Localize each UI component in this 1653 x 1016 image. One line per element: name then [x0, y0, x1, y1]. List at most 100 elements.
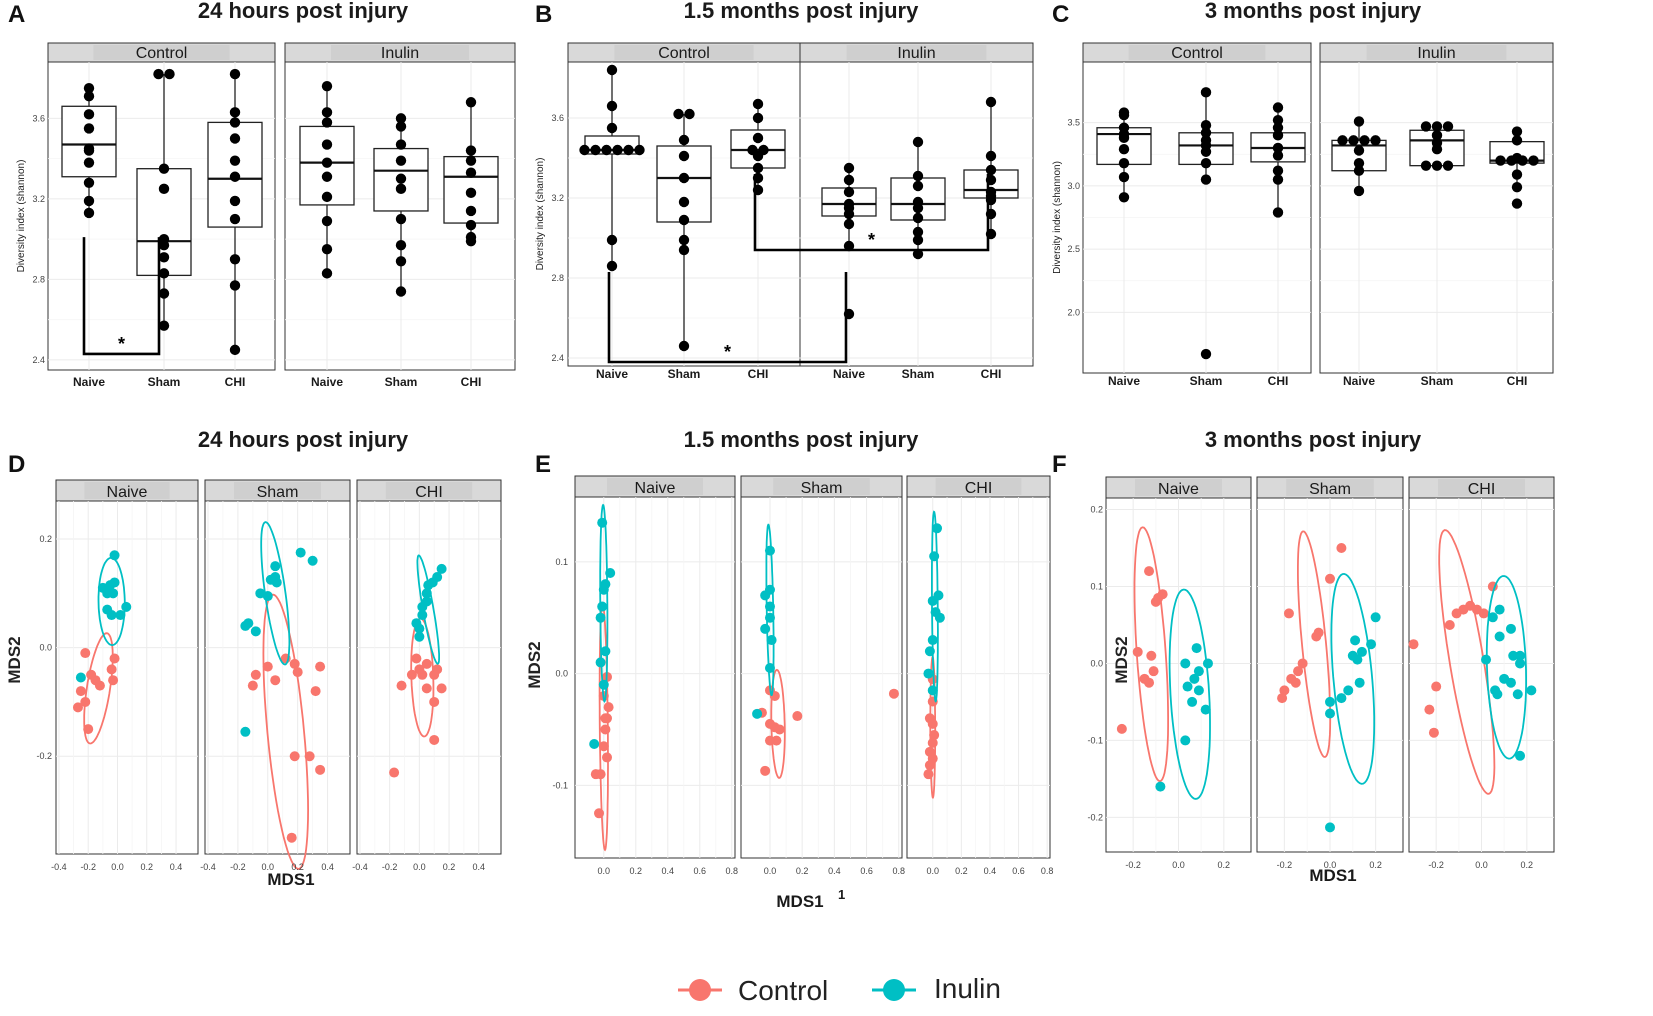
chart-a-facet-control-sham-point	[158, 288, 170, 299]
chart-d-facet-chi-panel	[356, 500, 502, 855]
chart-a-facet-inulin-strip-label: Inulin	[381, 45, 419, 62]
chart-e-xlabel: MDS1	[776, 892, 823, 911]
chart-e-facet-chi-inulin-point	[927, 595, 938, 606]
chart-c-ytick-label: 3.0	[1067, 181, 1080, 191]
chart-d-facet-sham-xtick-label: 0.0	[262, 862, 275, 872]
chart-a-ylabel: Diversity index (shannon)	[16, 160, 27, 273]
chart-b-facet-control-chi-point	[752, 98, 764, 110]
chart-c-facet-inulin-naive-point	[1348, 135, 1359, 146]
chart-a-facet-control-naive-point	[83, 145, 95, 156]
chart-b-facet-control-sham-point	[678, 196, 690, 208]
chart-d-facet-sham-control-point	[292, 667, 303, 678]
chart-e-facet-naive-xtick-label: 0.8	[726, 866, 739, 876]
chart-b-ylabel: Diversity index (shannon)	[535, 158, 546, 271]
chart-f-facet-naive-strip-shade	[1135, 479, 1222, 496]
chart-b-facet-control-naive-point	[601, 144, 612, 156]
chart-f-facet-sham-inulin-point	[1336, 693, 1347, 704]
chart-a-ytick-label: 3.6	[32, 113, 45, 123]
chart-d-facet-chi-inulin-point	[421, 588, 432, 599]
chart-e-facet-chi-inulin-point	[923, 668, 934, 679]
chart-a-facet-inulin-sham-point	[395, 155, 407, 166]
chart-f-facet-naive-inulin-point	[1193, 685, 1204, 696]
chart-b-ytick-label: 3.2	[551, 193, 564, 203]
chart-c-facet-control-naive-point	[1118, 144, 1130, 155]
chart-c-facet-inulin-naive-point	[1353, 145, 1365, 156]
chart-e-facet-naive-control-point	[602, 752, 612, 763]
chart-c-facet-inulin-sham-point	[1431, 160, 1443, 171]
chart-d-letter: D	[8, 451, 25, 478]
chart-d-facet-sham-xtick-label: 0.4	[321, 862, 334, 872]
chart-f-facet-naive-inulin-point	[1189, 673, 1200, 684]
chart-a-facet-inulin-sham-point	[395, 139, 407, 150]
chart-d-facet-naive-inulin-point	[106, 610, 117, 621]
chart-f-facet-naive-inulin-point	[1182, 681, 1193, 692]
chart-f-facet-chi-xtick-label: 0.0	[1475, 860, 1488, 870]
chart-f-facet-chi-inulin-point	[1494, 604, 1505, 615]
chart-d-ylabel: MDS2	[5, 636, 24, 683]
chart-f-facet-sham-inulin-point	[1343, 685, 1354, 696]
chart-b-facet-control-chi-category-label: CHI	[748, 367, 769, 381]
chart-b-facet-control-sham-point	[678, 234, 690, 246]
chart-a-facet-inulin-chi-category-label: CHI	[461, 375, 482, 389]
chart-f-xlabel: MDS1	[1309, 866, 1356, 885]
chart-a-facet-inulin-naive-point	[321, 244, 333, 255]
chart-d-xlabel: MDS1	[267, 870, 314, 889]
chart-f-facet-naive-control-point	[1148, 666, 1159, 677]
chart-f-facet-chi-control-point	[1431, 681, 1442, 692]
chart-f-facet-sham-inulin-point	[1325, 822, 1335, 833]
chart-b-facet-inulin-naive-point	[843, 240, 855, 252]
chart-d-facet-naive-control-point	[108, 675, 119, 686]
chart-e-facet-sham-inulin-point	[760, 590, 771, 601]
chart-c-facet-control-strip-label: Control	[1171, 45, 1223, 62]
chart-a-facet-inulin-sham-point	[395, 239, 407, 251]
chart-f-facet-sham-control-point	[1283, 608, 1294, 619]
chart-b-facet-inulin-chi-point	[985, 96, 997, 108]
chart-d-facet-sham-strip-shade	[234, 482, 321, 499]
chart-d-facet-naive-inulin-point	[109, 550, 120, 561]
chart-f-facet-chi-control-point	[1424, 704, 1435, 715]
chart-d-facet-sham-control-point	[250, 669, 261, 680]
chart-c-facet-inulin-sham-point	[1442, 121, 1454, 132]
chart-a-facet-control-naive-point	[83, 157, 95, 168]
chart-e-ytick-label: 0.0	[555, 669, 568, 679]
chart-a-facet-inulin-naive-point	[321, 191, 333, 203]
chart-d-facet-chi-strip-shade	[385, 482, 473, 499]
chart-a-facet-control-chi-point	[229, 344, 241, 356]
chart-e-facet-chi-strip-shade	[935, 478, 1022, 495]
chart-a-facet-inulin-naive-point	[321, 139, 333, 150]
chart-f-facet-sham-inulin-point	[1366, 639, 1377, 650]
chart-e-facet-naive-strip-label: Naive	[635, 480, 676, 497]
chart-f-ytick-label: -0.1	[1087, 735, 1103, 745]
chart-f-ytick-label: 0.2	[1090, 505, 1103, 515]
chart-d-facet-naive-inulin-point	[115, 610, 126, 621]
chart-a-facet-control-naive-point	[83, 207, 95, 219]
chart-f-ylabel: MDS2	[1112, 636, 1131, 683]
chart-b-facet-inulin-sham-point	[912, 170, 924, 182]
chart-e-facet-chi-inulin-point	[927, 685, 938, 696]
chart-b-facet-inulin-sham-point	[912, 234, 924, 246]
chart-a-facet-control-sham-point	[158, 163, 170, 174]
chart-e-facet-chi-inulin-point	[924, 646, 935, 657]
chart-b-facet-inulin-sham-point	[912, 248, 924, 260]
chart-f-letter: F	[1052, 451, 1067, 478]
chart-e-facet-chi-xtick-label: 0.4	[984, 866, 997, 876]
chart-e-facet-chi-strip-label: CHI	[965, 480, 993, 497]
chart-c-facet-inulin-sham-point	[1431, 144, 1443, 155]
chart-d-facet-sham-control-point	[262, 661, 273, 672]
chart-a-facet-control-chi-point	[229, 133, 241, 144]
chart-c-facet-inulin-sham-point	[1442, 160, 1454, 171]
chart-a-facet-control-naive-point	[83, 82, 95, 94]
chart-e-facet-sham-strip-shade	[773, 478, 870, 495]
chart-f-facet-sham-control-point	[1311, 631, 1322, 642]
chart-c-facet-inulin-sham-point	[1420, 160, 1432, 171]
chart-c-facet-control-strip-shade	[1128, 45, 1266, 60]
chart-e-facet-chi-xtick-label: 0.0	[926, 866, 939, 876]
chart-a-facet-inulin-sham-point	[395, 286, 407, 297]
chart-e-facet-sham-strip-label: Sham	[801, 480, 843, 497]
chart-f-title: 3 months post injury	[1205, 427, 1422, 452]
chart-a-facet-control-sham-point	[158, 268, 170, 279]
chart-b-significance-star: *	[724, 342, 731, 362]
chart-a-facet-control-chi-point	[229, 171, 241, 182]
chart-e-facet-sham-inulin-point	[764, 663, 775, 673]
chart-a-facet-inulin-strip-shade	[331, 45, 469, 60]
